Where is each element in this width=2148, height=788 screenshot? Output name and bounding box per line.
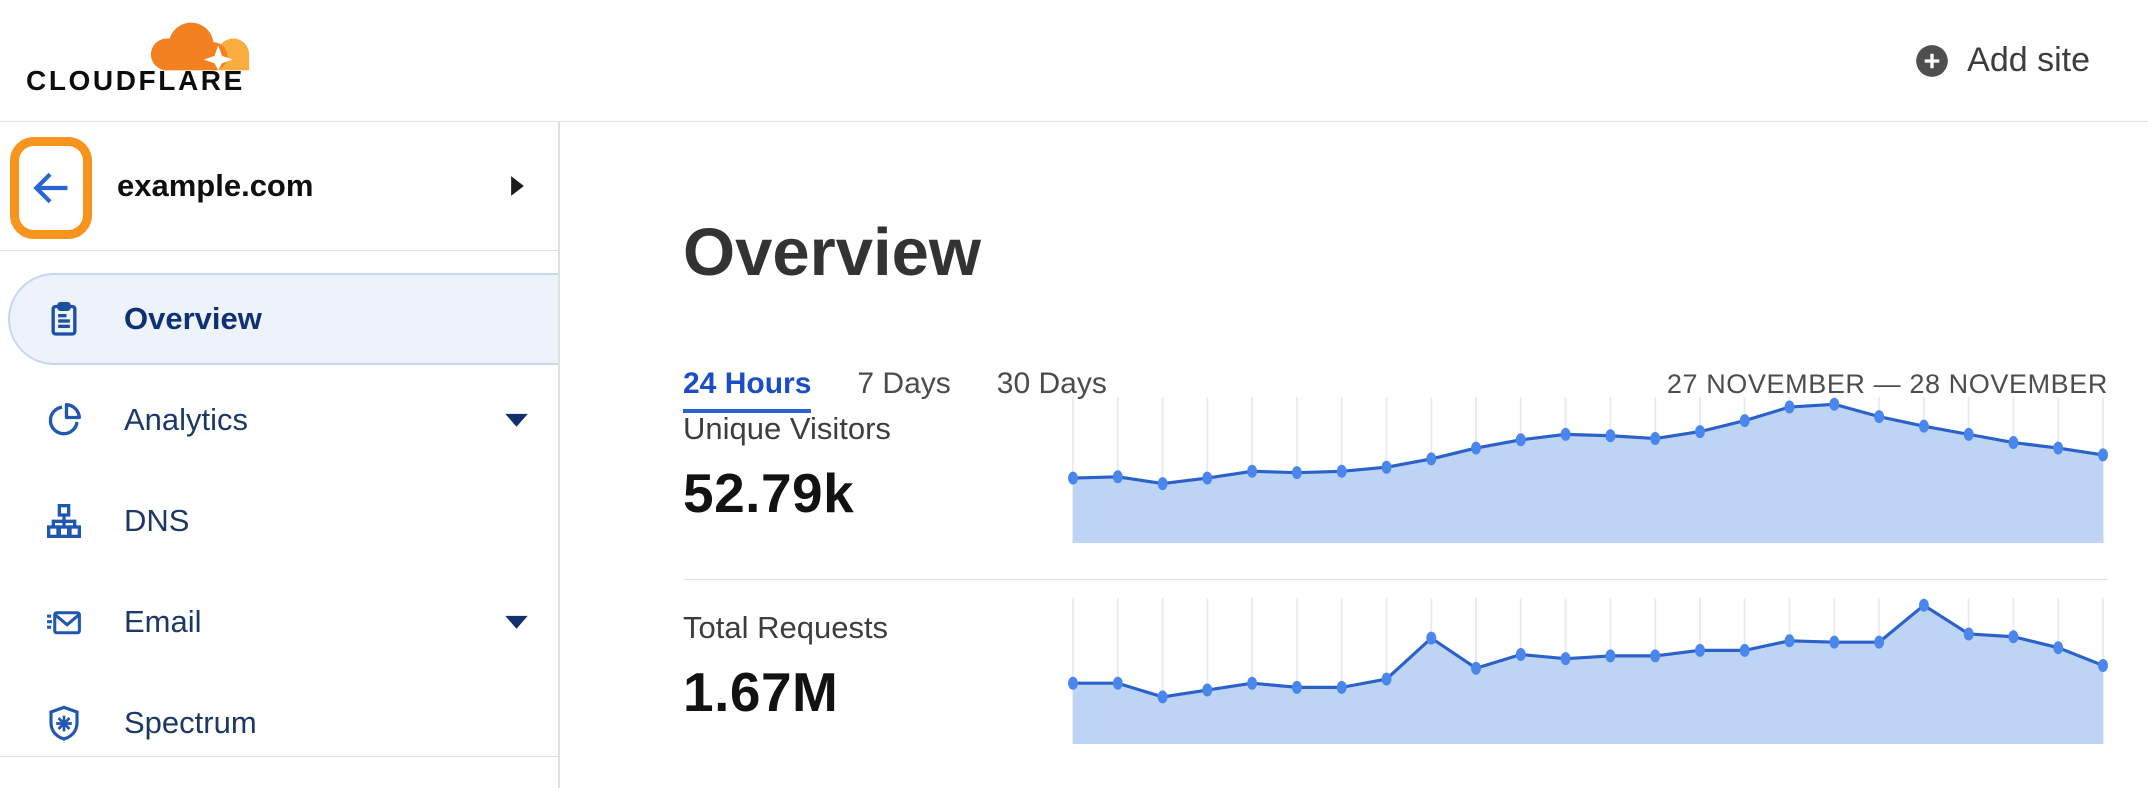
chevron-right-icon[interactable] — [509, 175, 526, 198]
shield-icon — [44, 703, 84, 743]
email-icon — [44, 602, 84, 642]
dns-tree-icon — [44, 501, 84, 541]
tab-24-hours[interactable]: 24 Hours — [683, 367, 812, 413]
tab-7-days[interactable]: 7 Days — [857, 367, 951, 400]
sidebar-divider — [0, 756, 558, 757]
date-range-label: 27 NOVEMBER — 28 NOVEMBER — [1666, 369, 2108, 399]
plus-icon — [1916, 44, 1948, 77]
pie-chart-icon — [44, 400, 84, 440]
cloudflare-cloud-icon — [150, 22, 250, 70]
sidebar-item-label: Overview — [124, 301, 262, 336]
sidebar-item-label: Email — [124, 604, 202, 639]
clipboard-icon — [44, 299, 84, 339]
chevron-down-icon — [503, 614, 530, 630]
main-content: Overview 24 Hours 7 Days 30 Days 27 NOVEMB… — [560, 122, 2148, 788]
unique-visitors-label: Unique Visitors — [683, 411, 891, 446]
total-requests-value: 1.67M — [683, 661, 839, 723]
total-requests-section: Total Requests 1.67M — [683, 580, 2108, 744]
unique-visitors-value: 52.79k — [683, 462, 855, 524]
page-title: Overview — [683, 215, 981, 290]
sidebar-item-label: Spectrum — [124, 705, 257, 740]
tab-30-days[interactable]: 30 Days — [996, 367, 1107, 400]
back-button-highlight — [10, 137, 92, 239]
sidebar: example.com Overview Analytics DNS Email Spe… — [0, 122, 560, 788]
sidebar-item-label: Analytics — [124, 402, 249, 437]
sidebar-item-overview[interactable]: Overview — [8, 273, 558, 365]
sidebar-nav: Overview Analytics DNS Email Spectrum — [0, 251, 558, 769]
add-site-label: Add site — [1967, 41, 2090, 79]
unique-visitors-chart[interactable] — [1068, 395, 2108, 543]
back-arrow-icon[interactable] — [29, 166, 73, 210]
cloudflare-wordmark: CLOUDFLARE — [26, 64, 245, 96]
add-site-button[interactable]: Add site — [1913, 41, 2090, 80]
total-requests-chart[interactable] — [1068, 580, 2108, 744]
sidebar-item-analytics[interactable]: Analytics — [0, 374, 558, 466]
sidebar-item-label: DNS — [124, 503, 190, 538]
section-divider — [683, 579, 2108, 580]
sidebar-item-email[interactable]: Email — [0, 576, 558, 668]
top-bar: CLOUDFLARE Add site — [0, 0, 2148, 122]
unique-visitors-section: Unique Visitors 52.79k — [683, 395, 2108, 543]
site-name: example.com — [117, 168, 314, 203]
chevron-down-icon — [503, 412, 530, 428]
total-requests-label: Total Requests — [683, 610, 889, 645]
cloudflare-logo[interactable]: CLOUDFLARE — [24, 9, 266, 113]
sidebar-item-spectrum[interactable]: Spectrum — [0, 677, 558, 769]
site-switcher-row[interactable]: example.com — [0, 122, 558, 251]
time-range-tabs: 24 Hours 7 Days 30 Days 27 NOVEMBER — 28 N… — [683, 367, 2108, 413]
sidebar-item-dns[interactable]: DNS — [0, 475, 558, 567]
